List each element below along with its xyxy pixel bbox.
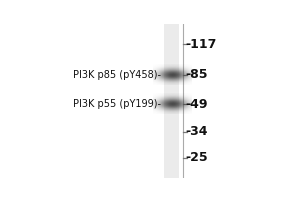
- Text: -85: -85: [185, 68, 208, 81]
- Text: PI3K p85 (pY458)-: PI3K p85 (pY458)-: [73, 70, 161, 80]
- Text: -34: -34: [185, 125, 208, 138]
- Text: -25: -25: [185, 151, 208, 164]
- Text: -117: -117: [185, 38, 217, 51]
- Bar: [164, 24, 179, 178]
- Text: PI3K p55 (pY199)-: PI3K p55 (pY199)-: [73, 99, 161, 109]
- Text: -49: -49: [185, 98, 208, 111]
